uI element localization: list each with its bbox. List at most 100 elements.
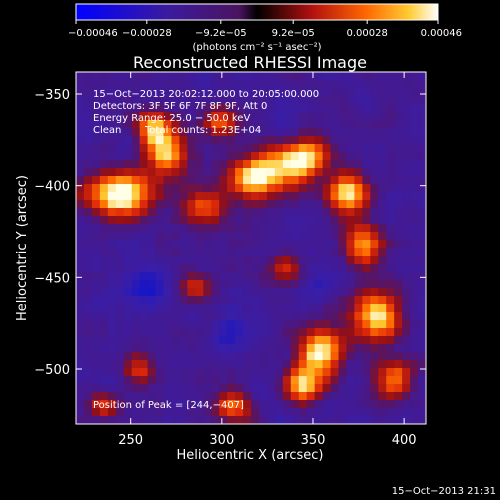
heatmap-cell xyxy=(235,168,244,177)
heatmap-cell xyxy=(115,112,125,121)
heatmap-cell xyxy=(314,320,324,329)
heatmap-cell xyxy=(418,152,426,161)
heatmap-cell xyxy=(378,224,387,233)
heatmap-cell xyxy=(290,400,300,409)
heatmap-cell xyxy=(211,136,220,145)
heatmap-cell xyxy=(171,120,180,129)
heatmap-cell xyxy=(370,320,379,329)
heatmap-cell xyxy=(346,248,355,257)
heatmap-cell xyxy=(91,376,101,385)
heatmap-cell xyxy=(147,104,157,113)
heatmap-cell xyxy=(338,344,348,353)
heatmap-cell xyxy=(258,312,268,321)
heatmap-cell xyxy=(243,360,252,369)
heatmap-cell xyxy=(251,224,260,233)
heatmap-cell xyxy=(274,224,284,233)
heatmap-cell xyxy=(266,72,276,81)
heatmap-cell xyxy=(362,128,371,137)
heatmap-cell xyxy=(179,296,188,305)
heatmap-cell xyxy=(243,144,252,153)
heatmap-cell xyxy=(354,240,363,249)
heatmap-cell xyxy=(195,128,204,137)
heatmap-cell xyxy=(115,232,125,241)
heatmap-cell xyxy=(76,392,85,401)
heatmap-cell xyxy=(235,328,244,337)
heatmap-cell xyxy=(115,400,125,409)
heatmap-cell xyxy=(235,392,244,401)
heatmap-cell xyxy=(322,200,332,209)
heatmap-cell xyxy=(402,200,411,209)
heatmap-cell xyxy=(243,216,252,225)
heatmap-cell xyxy=(386,88,395,97)
heatmap-cell xyxy=(282,352,292,361)
heatmap-cell xyxy=(179,400,188,409)
heatmap-cell xyxy=(227,296,236,305)
heatmap-cell xyxy=(187,232,196,241)
heatmap-cell xyxy=(330,128,340,137)
heatmap-cell xyxy=(266,304,276,313)
heatmap-cell xyxy=(322,256,332,265)
heatmap-cell xyxy=(394,352,403,361)
heatmap-cell xyxy=(211,368,220,377)
heatmap-cell xyxy=(211,200,220,209)
heatmap-cell xyxy=(235,144,244,153)
heatmap-cell xyxy=(306,88,316,97)
heatmap-cell xyxy=(290,376,300,385)
heatmap-cell xyxy=(306,376,316,385)
heatmap-cell xyxy=(386,184,395,193)
heatmap-cell xyxy=(378,184,387,193)
heatmap-cell xyxy=(219,144,228,153)
heatmap-cell xyxy=(322,176,332,185)
heatmap-cell xyxy=(123,280,133,289)
heatmap-cell xyxy=(418,192,426,201)
heatmap-cell xyxy=(187,384,196,393)
heatmap-cell xyxy=(227,408,236,417)
heatmap-cell xyxy=(290,128,300,137)
heatmap-cell xyxy=(354,320,363,329)
heatmap-cell xyxy=(131,192,141,201)
heatmap-cell xyxy=(266,184,276,193)
heatmap-cell xyxy=(203,224,212,233)
chart-title: Reconstructed RHESSI Image xyxy=(133,53,367,72)
heatmap-cell xyxy=(179,360,188,369)
heatmap-cell xyxy=(258,368,268,377)
heatmap-cell xyxy=(131,160,141,169)
heatmap-cell xyxy=(243,416,252,424)
heatmap-cell xyxy=(76,88,85,97)
heatmap-cell xyxy=(139,168,149,177)
heatmap-cell xyxy=(83,352,93,361)
heatmap-cell xyxy=(107,408,117,417)
heatmap-cell xyxy=(394,368,403,377)
heatmap-cell xyxy=(115,320,125,329)
heatmap-cell xyxy=(370,368,379,377)
heatmap-cell xyxy=(219,256,228,265)
heatmap-cell xyxy=(290,160,300,169)
heatmap-cell xyxy=(314,256,324,265)
heatmap-cell xyxy=(107,304,117,313)
heatmap-cell xyxy=(251,136,260,145)
heatmap-cell xyxy=(418,336,426,345)
heatmap-cell xyxy=(402,176,411,185)
heatmap-cell xyxy=(107,400,117,409)
heatmap-cell xyxy=(91,288,101,297)
heatmap-cell xyxy=(227,336,236,345)
heatmap-cell xyxy=(115,208,125,217)
heatmap-cell xyxy=(290,80,300,89)
colorbar-tick-label: −9.2e−05 xyxy=(195,28,247,39)
heatmap-cell xyxy=(163,336,173,345)
heatmap-cell xyxy=(211,240,220,249)
heatmap-cell xyxy=(147,192,157,201)
heatmap-cell xyxy=(243,320,252,329)
heatmap-cell xyxy=(171,336,180,345)
heatmap-cell xyxy=(203,112,212,121)
heatmap-cell xyxy=(155,384,165,393)
heatmap-cell xyxy=(139,256,149,265)
heatmap-cell xyxy=(203,328,212,337)
heatmap-cell xyxy=(378,72,387,81)
heatmap-cell xyxy=(306,408,316,417)
heatmap-cell xyxy=(282,312,292,321)
heatmap-cell xyxy=(322,96,332,105)
heatmap-cell xyxy=(91,184,101,193)
heatmap-cell xyxy=(91,248,101,257)
heatmap-cell xyxy=(115,136,125,145)
